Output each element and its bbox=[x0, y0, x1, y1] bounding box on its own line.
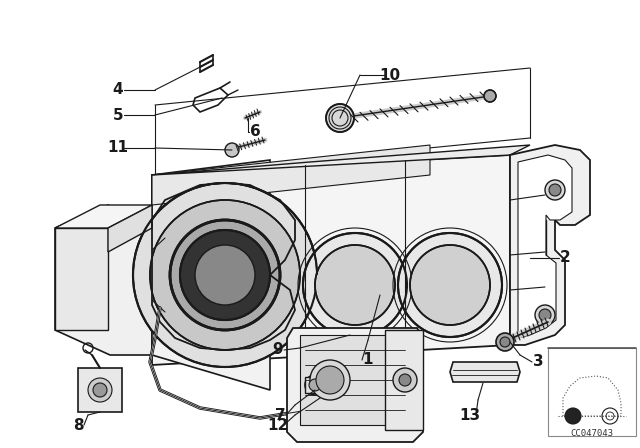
Circle shape bbox=[500, 337, 510, 347]
Circle shape bbox=[309, 379, 321, 391]
Circle shape bbox=[316, 366, 344, 394]
Circle shape bbox=[565, 408, 581, 424]
Text: 4: 4 bbox=[113, 82, 124, 98]
Text: 1: 1 bbox=[363, 353, 373, 367]
Polygon shape bbox=[287, 328, 423, 442]
Text: 7: 7 bbox=[275, 408, 285, 422]
Circle shape bbox=[496, 333, 514, 351]
Circle shape bbox=[93, 383, 107, 397]
Circle shape bbox=[539, 309, 551, 321]
Polygon shape bbox=[300, 335, 410, 425]
Polygon shape bbox=[108, 205, 152, 252]
Polygon shape bbox=[385, 330, 423, 430]
Text: 5: 5 bbox=[113, 108, 124, 122]
Circle shape bbox=[150, 200, 300, 350]
Circle shape bbox=[545, 180, 565, 200]
Circle shape bbox=[398, 233, 502, 337]
Text: 6: 6 bbox=[250, 125, 260, 139]
Circle shape bbox=[399, 374, 411, 386]
Circle shape bbox=[180, 230, 270, 320]
Polygon shape bbox=[450, 362, 520, 382]
Circle shape bbox=[484, 90, 496, 102]
Text: 9: 9 bbox=[273, 343, 284, 358]
Polygon shape bbox=[518, 155, 572, 338]
Text: 13: 13 bbox=[460, 408, 481, 422]
Circle shape bbox=[88, 378, 112, 402]
Text: 12: 12 bbox=[268, 418, 289, 432]
Circle shape bbox=[170, 220, 280, 330]
Text: 8: 8 bbox=[73, 418, 83, 432]
Polygon shape bbox=[78, 368, 122, 412]
Polygon shape bbox=[55, 205, 152, 355]
Circle shape bbox=[310, 360, 350, 400]
Polygon shape bbox=[152, 155, 510, 365]
Circle shape bbox=[305, 375, 325, 395]
Circle shape bbox=[393, 368, 417, 392]
Circle shape bbox=[315, 245, 395, 325]
Circle shape bbox=[549, 184, 561, 196]
Polygon shape bbox=[152, 145, 530, 175]
Circle shape bbox=[303, 233, 407, 337]
Polygon shape bbox=[305, 377, 328, 393]
Circle shape bbox=[195, 245, 255, 305]
Text: 2: 2 bbox=[559, 250, 570, 266]
Polygon shape bbox=[510, 145, 590, 345]
Polygon shape bbox=[152, 145, 430, 205]
Text: 11: 11 bbox=[108, 141, 129, 155]
Polygon shape bbox=[55, 228, 108, 330]
Circle shape bbox=[326, 104, 354, 132]
Text: 3: 3 bbox=[532, 354, 543, 370]
Circle shape bbox=[225, 143, 239, 157]
Circle shape bbox=[410, 245, 490, 325]
Circle shape bbox=[133, 183, 317, 367]
Polygon shape bbox=[55, 205, 152, 228]
Polygon shape bbox=[152, 160, 270, 390]
Circle shape bbox=[535, 305, 555, 325]
Text: 10: 10 bbox=[380, 68, 401, 82]
Text: CC047043: CC047043 bbox=[570, 429, 614, 438]
